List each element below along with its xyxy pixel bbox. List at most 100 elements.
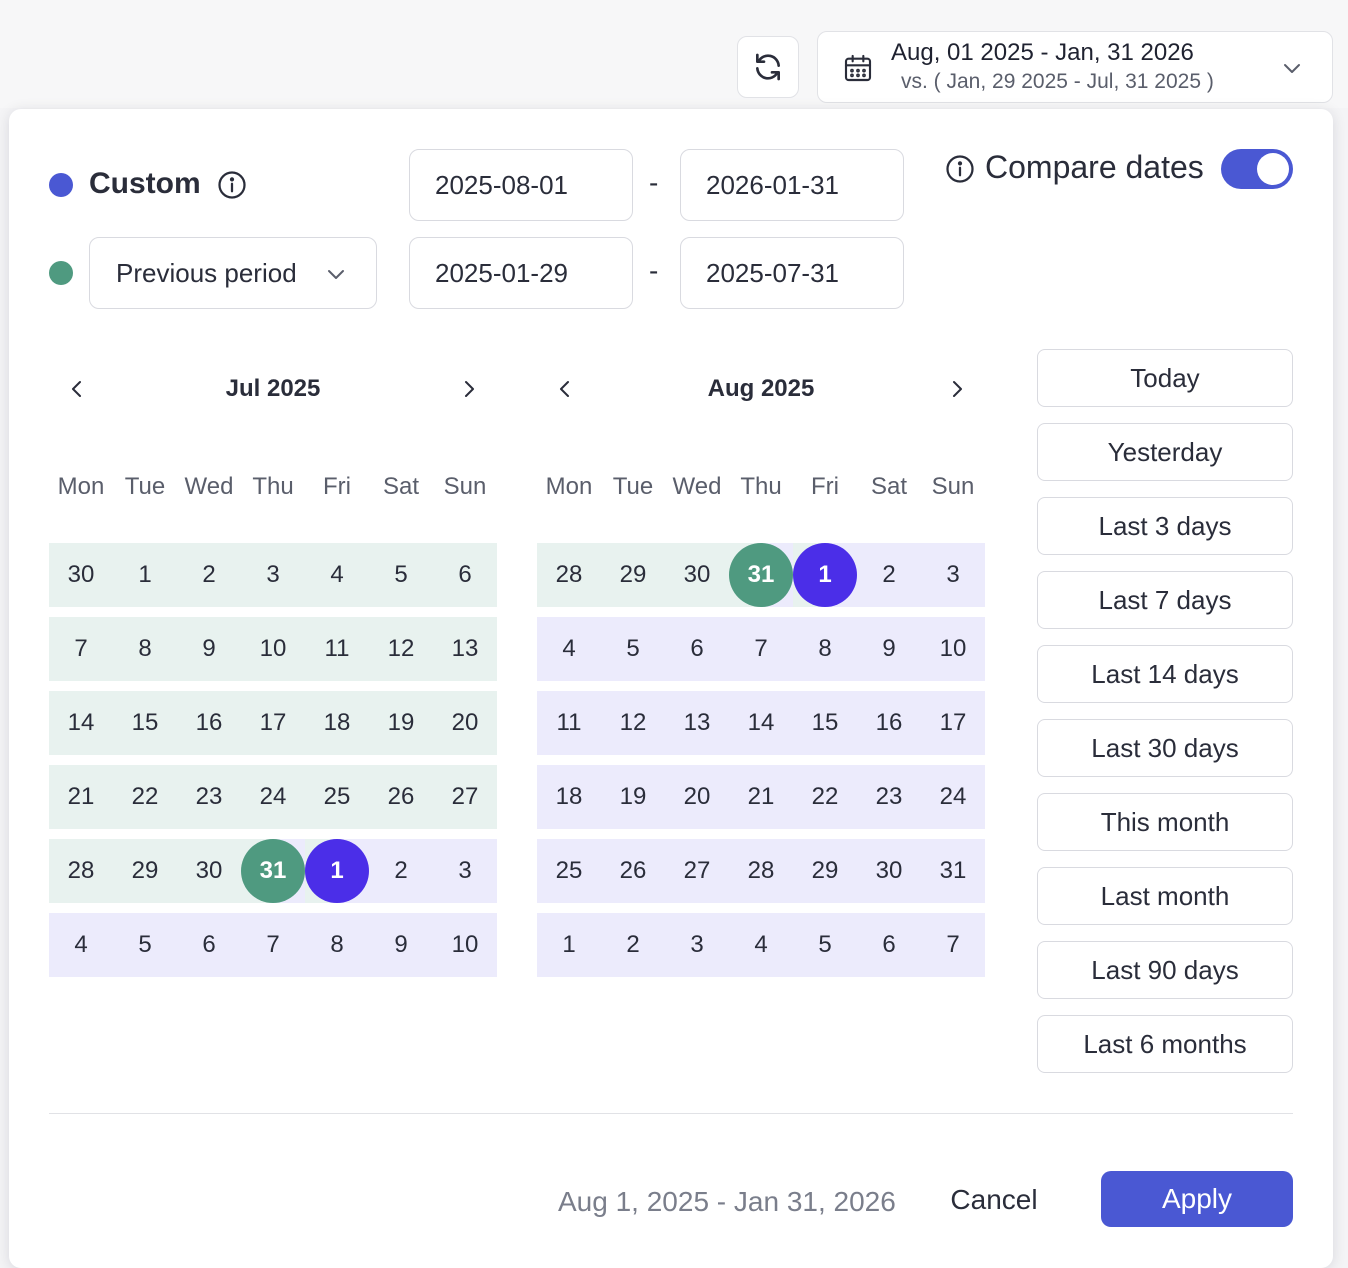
preset-this-month[interactable]: This month xyxy=(1037,793,1293,851)
preset-last-14-days[interactable]: Last 14 days xyxy=(1037,645,1293,703)
apply-button[interactable]: Apply xyxy=(1101,1171,1293,1227)
calendar-day[interactable]: 4 xyxy=(729,913,793,977)
calendar-day[interactable]: 7 xyxy=(921,913,985,977)
date-range-summary-button[interactable]: Aug, 01 2025 - Jan, 31 2026 vs. ( Jan, 2… xyxy=(817,31,1333,103)
calendar-day[interactable]: 29 xyxy=(793,839,857,903)
compare-dates-toggle[interactable] xyxy=(1221,149,1293,189)
calendar-day[interactable]: 8 xyxy=(305,913,369,977)
calendar-day[interactable]: 25 xyxy=(305,765,369,829)
compare-period-dropdown[interactable]: Previous period xyxy=(89,237,377,309)
calendar-day[interactable]: 31 xyxy=(921,839,985,903)
calendar-day[interactable]: 6 xyxy=(177,913,241,977)
calendar-day[interactable]: 15 xyxy=(793,691,857,755)
calendar-day[interactable]: 29 xyxy=(601,543,665,607)
preset-last-6-months[interactable]: Last 6 months xyxy=(1037,1015,1293,1073)
calendar-day[interactable]: 16 xyxy=(857,691,921,755)
calendar-day[interactable]: 6 xyxy=(433,543,497,607)
calendar-day[interactable]: 14 xyxy=(729,691,793,755)
calendar-day[interactable]: 10 xyxy=(921,617,985,681)
calendar-day[interactable]: 30 xyxy=(177,839,241,903)
calendar-day[interactable]: 1 xyxy=(113,543,177,607)
calendar-day[interactable]: 6 xyxy=(857,913,921,977)
calendar-day[interactable]: 17 xyxy=(241,691,305,755)
calendar-day[interactable]: 31 xyxy=(241,839,305,903)
calendar-day[interactable]: 7 xyxy=(729,617,793,681)
compare-end-input[interactable] xyxy=(680,237,904,309)
next-month-button[interactable] xyxy=(941,373,973,405)
calendar-day[interactable]: 28 xyxy=(49,839,113,903)
info-icon[interactable] xyxy=(217,170,247,200)
calendar-day[interactable]: 9 xyxy=(177,617,241,681)
calendar-day[interactable]: 7 xyxy=(49,617,113,681)
preset-last-90-days[interactable]: Last 90 days xyxy=(1037,941,1293,999)
prev-month-button[interactable] xyxy=(549,373,581,405)
preset-last-30-days[interactable]: Last 30 days xyxy=(1037,719,1293,777)
calendar-day[interactable]: 29 xyxy=(113,839,177,903)
calendar-day[interactable]: 19 xyxy=(369,691,433,755)
calendar-day[interactable]: 27 xyxy=(433,765,497,829)
calendar-day[interactable]: 10 xyxy=(241,617,305,681)
calendar-day[interactable]: 2 xyxy=(369,839,433,903)
calendar-day[interactable]: 28 xyxy=(729,839,793,903)
preset-last-7-days[interactable]: Last 7 days xyxy=(1037,571,1293,629)
calendar-day[interactable]: 5 xyxy=(601,617,665,681)
calendar-day[interactable]: 11 xyxy=(537,691,601,755)
calendar-day[interactable]: 3 xyxy=(921,543,985,607)
calendar-day[interactable]: 23 xyxy=(857,765,921,829)
calendar-day[interactable]: 4 xyxy=(305,543,369,607)
compare-start-input[interactable] xyxy=(409,237,633,309)
calendar-day[interactable]: 30 xyxy=(665,543,729,607)
calendar-day[interactable]: 16 xyxy=(177,691,241,755)
calendar-day[interactable]: 8 xyxy=(793,617,857,681)
calendar-day[interactable]: 5 xyxy=(793,913,857,977)
calendar-day[interactable]: 19 xyxy=(601,765,665,829)
calendar-day[interactable]: 22 xyxy=(793,765,857,829)
calendar-day[interactable]: 20 xyxy=(433,691,497,755)
calendar-day[interactable]: 28 xyxy=(537,543,601,607)
calendar-day[interactable]: 21 xyxy=(729,765,793,829)
primary-start-input[interactable] xyxy=(409,149,633,221)
calendar-day[interactable]: 9 xyxy=(857,617,921,681)
calendar-day[interactable]: 24 xyxy=(241,765,305,829)
calendar-day[interactable]: 15 xyxy=(113,691,177,755)
calendar-day[interactable]: 30 xyxy=(857,839,921,903)
preset-yesterday[interactable]: Yesterday xyxy=(1037,423,1293,481)
preset-last-month[interactable]: Last month xyxy=(1037,867,1293,925)
calendar-day[interactable]: 11 xyxy=(305,617,369,681)
calendar-day[interactable]: 20 xyxy=(665,765,729,829)
calendar-day[interactable]: 21 xyxy=(49,765,113,829)
refresh-button[interactable] xyxy=(737,36,799,98)
calendar-day[interactable]: 18 xyxy=(305,691,369,755)
calendar-day[interactable]: 2 xyxy=(177,543,241,607)
calendar-day[interactable]: 10 xyxy=(433,913,497,977)
calendar-day[interactable]: 5 xyxy=(369,543,433,607)
next-month-button[interactable] xyxy=(453,373,485,405)
calendar-day[interactable]: 12 xyxy=(601,691,665,755)
calendar-day[interactable]: 26 xyxy=(369,765,433,829)
calendar-day[interactable]: 5 xyxy=(113,913,177,977)
info-icon[interactable] xyxy=(945,154,975,184)
calendar-day[interactable]: 18 xyxy=(537,765,601,829)
calendar-day[interactable]: 7 xyxy=(241,913,305,977)
calendar-day[interactable]: 13 xyxy=(433,617,497,681)
preset-today[interactable]: Today xyxy=(1037,349,1293,407)
calendar-day[interactable]: 4 xyxy=(49,913,113,977)
calendar-day[interactable]: 23 xyxy=(177,765,241,829)
calendar-day[interactable]: 6 xyxy=(665,617,729,681)
calendar-day[interactable]: 4 xyxy=(537,617,601,681)
calendar-day[interactable]: 13 xyxy=(665,691,729,755)
calendar-day[interactable]: 25 xyxy=(537,839,601,903)
calendar-day[interactable]: 8 xyxy=(113,617,177,681)
calendar-day[interactable]: 3 xyxy=(241,543,305,607)
prev-month-button[interactable] xyxy=(61,373,93,405)
calendar-day[interactable]: 30 xyxy=(49,543,113,607)
calendar-day[interactable]: 9 xyxy=(369,913,433,977)
calendar-day[interactable]: 26 xyxy=(601,839,665,903)
calendar-day[interactable]: 1 xyxy=(305,839,369,903)
cancel-button[interactable]: Cancel xyxy=(950,1184,1038,1215)
calendar-day[interactable]: 27 xyxy=(665,839,729,903)
calendar-day[interactable]: 2 xyxy=(857,543,921,607)
preset-last-3-days[interactable]: Last 3 days xyxy=(1037,497,1293,555)
calendar-day[interactable]: 1 xyxy=(537,913,601,977)
calendar-day[interactable]: 3 xyxy=(433,839,497,903)
